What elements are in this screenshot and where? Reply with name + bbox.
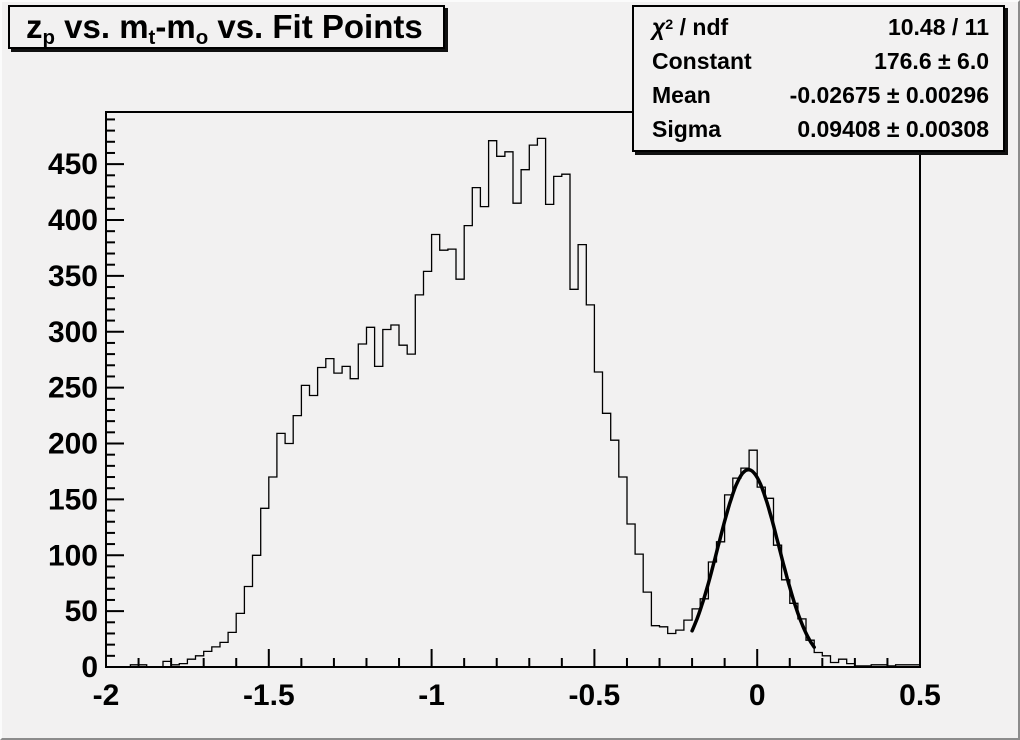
- stats-box[interactable]: χ2 / ndf 10.48 / 11 Constant 176.6 ± 6.0…: [632, 5, 1005, 152]
- stats-label-sigma: Sigma: [652, 115, 722, 142]
- stats-label-mean: Mean: [652, 81, 711, 108]
- stats-row-mean: Mean -0.02675 ± 0.00296: [634, 82, 1003, 109]
- stats-value-constant: 176.6 ± 6.0: [874, 48, 989, 75]
- histogram-outline[interactable]: [106, 137, 921, 668]
- title-text: zp vs. mt-mo vs. Fit Points: [26, 8, 423, 49]
- y-tick-label: 0: [81, 651, 98, 684]
- y-tick-label: 350: [48, 260, 98, 293]
- stats-label-constant: Constant: [652, 48, 752, 75]
- x-tick-label: 0: [749, 679, 766, 712]
- y-tick-label: 200: [48, 428, 98, 461]
- stats-value-chi2: 10.48 / 11: [887, 14, 989, 41]
- stats-value-mean: -0.02675 ± 0.00296: [789, 81, 989, 108]
- x-tick-label: -1.5: [243, 679, 295, 712]
- y-tick-label: 300: [48, 316, 98, 349]
- y-tick-label: 450: [48, 148, 98, 181]
- x-tick-label: -2: [93, 679, 120, 712]
- stats-row-chi2: χ2 / ndf 10.48 / 11: [634, 14, 1003, 41]
- plot-frame: [105, 111, 921, 668]
- y-tick-label: 250: [48, 372, 98, 405]
- x-tick-label: -1: [418, 679, 445, 712]
- fit-curve[interactable]: [690, 467, 816, 649]
- stats-row-constant: Constant 176.6 ± 6.0: [634, 48, 1003, 75]
- y-tick-label: 150: [48, 483, 98, 516]
- y-tick-label: 50: [65, 595, 98, 628]
- title-box[interactable]: zp vs. mt-mo vs. Fit Points: [8, 5, 445, 49]
- y-tick-label: 100: [48, 539, 98, 572]
- stats-value-sigma: 0.09408 ± 0.00308: [797, 115, 989, 142]
- x-tick-label: 0.5: [899, 679, 941, 712]
- stats-label-chi2: χ2 / ndf: [652, 14, 729, 41]
- y-tick-label: 400: [48, 204, 98, 237]
- stats-row-sigma: Sigma 0.09408 ± 0.00308: [634, 116, 1003, 143]
- x-tick-label: -0.5: [569, 679, 621, 712]
